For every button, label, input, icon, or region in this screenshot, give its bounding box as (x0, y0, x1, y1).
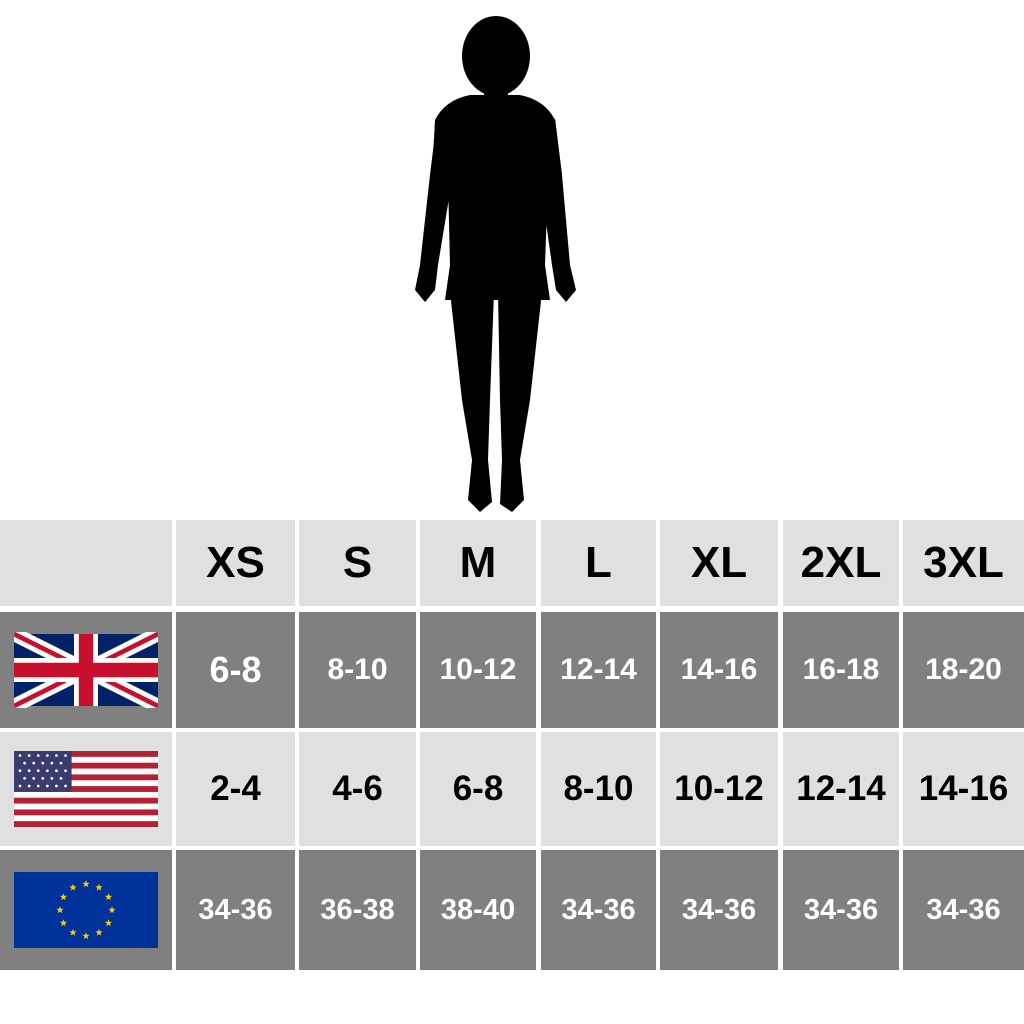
eu-star (95, 928, 103, 936)
size-header: M (420, 520, 536, 606)
size-value: 8-10 (541, 732, 656, 846)
eu-star (69, 883, 77, 891)
flag-cell (0, 612, 172, 728)
size-header: XL (660, 520, 778, 606)
eu-star (82, 932, 90, 940)
us-flag (14, 751, 158, 827)
eu-star (108, 906, 116, 914)
size-value: 4-6 (299, 732, 416, 846)
size-value: 6-8 (176, 612, 295, 728)
size-value: 14-16 (660, 612, 778, 728)
size-value: 34-36 (903, 850, 1024, 970)
size-header: 3XL (903, 520, 1024, 606)
eu-star (104, 919, 113, 927)
eu-star (59, 919, 68, 927)
eu-star (104, 893, 113, 901)
size-value: 16-18 (783, 612, 899, 728)
size-value: 6-8 (420, 732, 536, 846)
size-value: 12-14 (783, 732, 899, 846)
eu-star (69, 928, 77, 936)
eu-star (82, 880, 90, 888)
size-value: 36-38 (299, 850, 416, 970)
size-header: L (541, 520, 656, 606)
size-value: 38-40 (420, 850, 536, 970)
size-value: 10-12 (420, 612, 536, 728)
size-value: 34-36 (783, 850, 899, 970)
size-header: 2XL (783, 520, 899, 606)
corner-cell (0, 520, 172, 606)
size-value: 34-36 (176, 850, 295, 970)
eu-star (95, 883, 103, 891)
size-value: 10-12 (660, 732, 778, 846)
silhouette (415, 16, 576, 512)
eu-star (56, 906, 64, 914)
size-value: 34-36 (541, 850, 656, 970)
size-header: S (299, 520, 416, 606)
flag-cell (0, 732, 172, 846)
eu-flag (14, 872, 158, 948)
size-value: 2-4 (176, 732, 295, 846)
size-value: 14-16 (903, 732, 1024, 846)
size-value: 12-14 (541, 612, 656, 728)
size-value: 8-10 (299, 612, 416, 728)
size-header: XS (176, 520, 295, 606)
flag-cell (0, 850, 172, 970)
eu-star (59, 893, 68, 901)
size-value: 18-20 (903, 612, 1024, 728)
size-value: 34-36 (660, 850, 778, 970)
uk-flag (14, 632, 158, 708)
